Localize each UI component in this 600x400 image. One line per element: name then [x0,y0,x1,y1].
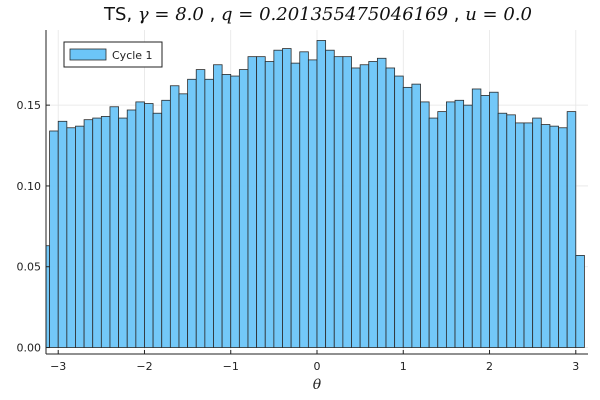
legend: Cycle 1 [63,41,163,68]
histogram-bar [376,57,387,348]
histogram-bar [299,51,309,348]
histogram-bar [247,56,258,348]
histogram-bar [549,125,559,348]
histogram-bar [316,40,327,348]
x-tick-label: −3 [50,360,66,373]
histogram-bar [126,109,137,348]
histogram-bar [66,127,76,348]
histogram-bar [178,93,189,348]
histogram-bar [273,49,283,348]
histogram-bar [566,111,577,348]
histogram-bar [195,69,206,348]
y-tick-label: 0.00 [17,342,42,355]
title-gamma: γ = 8.0 [138,4,204,25]
histogram-bar [264,61,275,348]
histogram-bar [454,99,465,348]
histogram-bar [187,78,197,348]
y-tick-labels: 0.00 0.05 0.10 0.15 [17,99,42,354]
histogram-bar [57,120,68,348]
histogram-bar [428,117,439,348]
histogram-bar [532,117,542,348]
histogram-bar [282,48,292,348]
histogram-bar [307,59,318,348]
chart-title: TS, γ = 8.0 , q = 0.201355475046169 , u … [103,4,532,25]
histogram-bar [342,56,352,348]
histogram-bar [523,122,534,348]
histogram-bar [515,122,525,348]
histogram-bar [411,83,421,348]
histogram-bar [290,62,301,348]
histogram-bar [152,112,163,348]
histogram-bar [489,91,499,348]
histogram-bar [480,95,490,348]
histogram-bar [540,124,551,348]
histogram-bar [471,88,482,348]
histogram-bar [118,117,128,348]
histogram-bar [325,49,335,348]
histogram-bar [109,106,119,348]
histogram-bar [135,101,145,348]
x-tick-label: 0 [314,360,321,373]
histogram-bar [333,56,344,348]
x-axis-label: θ [313,377,322,393]
histogram-bar [204,78,214,348]
axes [45,30,588,355]
histogram-bar [161,99,171,348]
histogram-bar [497,112,508,348]
histogram-bar [359,64,370,348]
histogram-bar [46,245,50,348]
histogram-bar [83,119,94,348]
x-tick-label: 2 [486,360,493,373]
title-sep-1: , [210,4,221,25]
histogram-bar [49,130,59,348]
histogram-bars [46,40,585,348]
histogram-bar [394,75,404,348]
histogram-bar [402,86,413,348]
title-u: u = 0.0 [465,4,532,25]
y-tick-label: 0.15 [17,99,42,112]
histogram-bar [75,125,85,348]
histogram-bar [169,85,180,348]
histogram-bar [558,127,568,348]
x-tick-label: 3 [572,360,579,373]
histogram-bar [213,64,223,348]
y-tick-label: 0.10 [17,180,42,193]
x-tick-labels: −3 −2 −1 0 1 2 3 [50,360,579,373]
title-sep-2: , [454,4,465,25]
x-tick-label: −1 [223,360,239,373]
y-tick-label: 0.05 [17,261,42,274]
histogram-bar [385,67,396,348]
bar-group [46,40,585,348]
histogram-bar [100,116,111,348]
histogram-bar [445,101,456,348]
histogram-bar [463,104,473,348]
histogram-bar [437,111,447,348]
histogram-bar [351,67,361,348]
histogram-bar [144,103,154,348]
histogram-bar [256,56,266,348]
histogram-bar [575,255,585,348]
legend-label: Cycle 1 [112,49,153,62]
title-prefix: TS, [103,4,138,25]
x-tick-label: −2 [136,360,152,373]
histogram-bar [221,74,232,348]
histogram-bar [230,75,240,348]
title-q: q = 0.201355475046169 [221,4,448,25]
histogram-bar [420,101,430,348]
histogram-bar [368,61,378,348]
histogram-bar [238,69,249,348]
x-tick-label: 1 [400,360,407,373]
legend-swatch [69,48,107,61]
histogram-bar [506,114,516,348]
histogram-bar [92,117,102,348]
